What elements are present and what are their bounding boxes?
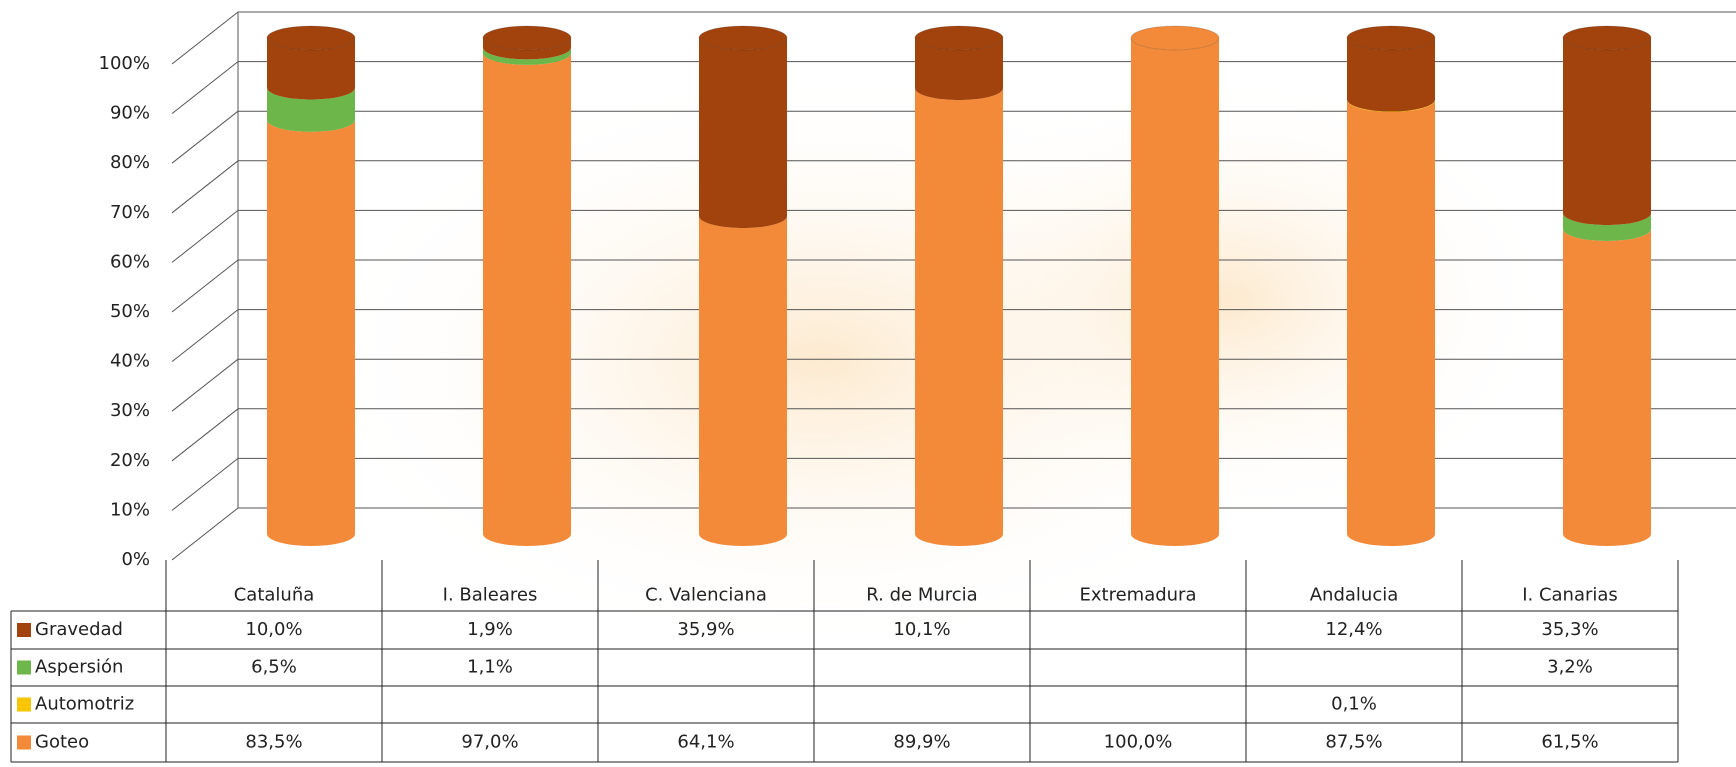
cylinder-segment <box>267 38 355 100</box>
data-label: 0,1% <box>1331 694 1377 715</box>
data-label: 12,4% <box>1325 619 1382 640</box>
y-tick-label: 0% <box>121 549 150 570</box>
grid-line <box>171 358 239 412</box>
cylinder-segment <box>483 52 571 546</box>
y-tick-label: 10% <box>110 499 150 520</box>
x-tick-label: Cataluña <box>234 585 315 606</box>
x-tick-label: C. Valenciana <box>645 585 767 606</box>
grid-line <box>171 61 239 114</box>
x-tick-label: Extremadura <box>1080 585 1197 606</box>
cylinder-cap <box>914 25 1004 51</box>
grid-line <box>171 160 239 214</box>
data-label: 100,0% <box>1104 732 1173 753</box>
cylinder-segment <box>483 47 571 65</box>
grid-line <box>171 110 239 164</box>
cylinder-segment <box>267 87 355 132</box>
legend-label: Gravedad <box>35 619 123 640</box>
y-tick-label: 50% <box>110 301 150 322</box>
cylinder-segment <box>1347 100 1435 546</box>
y-tick-label: 40% <box>110 351 150 372</box>
data-label: 83,5% <box>245 732 302 753</box>
cylinder-cap <box>1346 25 1436 51</box>
y-tick-label: 60% <box>110 251 150 272</box>
data-label: 61,5% <box>1541 732 1598 753</box>
data-label: 87,5% <box>1325 732 1382 753</box>
y-tick-label: 70% <box>110 202 150 223</box>
data-label: 1,1% <box>467 657 513 678</box>
legend-label: Goteo <box>35 732 89 753</box>
grid-line <box>171 210 239 263</box>
cylinder-segment <box>699 216 787 546</box>
data-label: 3,2% <box>1547 657 1593 678</box>
y-tick-label: 90% <box>110 103 150 124</box>
data-label: 89,9% <box>893 732 950 753</box>
cylinder-segment <box>1131 38 1219 546</box>
data-label: 10,1% <box>893 619 950 640</box>
grid-line <box>171 259 239 313</box>
cylinder-segment <box>915 88 1004 546</box>
cylinder-segment <box>483 38 571 60</box>
cylinder-segment <box>1563 228 1651 546</box>
data-label: 35,3% <box>1541 619 1598 640</box>
legend-swatch <box>17 697 31 712</box>
data-label: 1,9% <box>467 619 513 640</box>
legend-label: Automotriz <box>35 694 134 715</box>
data-label: 6,5% <box>251 657 297 678</box>
grid-line <box>171 458 239 511</box>
cylinder-cap <box>482 25 572 51</box>
y-tick-label: 100% <box>99 53 150 74</box>
data-label: 35,9% <box>677 619 734 640</box>
legend-swatch <box>17 735 31 750</box>
y-tick-label: 20% <box>110 450 150 471</box>
cylinder-segment <box>915 38 1003 101</box>
y-tick-label: 30% <box>110 400 150 421</box>
grid-line <box>171 309 239 362</box>
data-label: 97,0% <box>461 732 518 753</box>
legend-swatch <box>17 660 31 675</box>
grid-line <box>171 11 239 65</box>
y-tick-label: 80% <box>110 152 150 173</box>
x-tick-label: R. de Murcia <box>866 585 977 606</box>
legend-swatch <box>17 623 31 637</box>
cylinder-cap <box>1130 25 1220 51</box>
data-label: 10,0% <box>245 619 302 640</box>
cylinder-segment <box>699 38 787 229</box>
cylinder-segment <box>267 119 355 546</box>
cylinder-segment <box>1563 213 1651 241</box>
cylinder-cap <box>266 25 356 51</box>
cylinder-cap <box>1562 25 1652 51</box>
cylinder-segment <box>1347 38 1435 112</box>
cylinder-cap <box>698 25 788 51</box>
grid-line <box>171 507 239 561</box>
x-tick-label: I. Canarias <box>1522 585 1618 606</box>
cylinder-segment <box>1563 38 1651 226</box>
legend-label: Aspersión <box>35 657 123 678</box>
data-label: 64,1% <box>677 732 734 753</box>
grid-line <box>171 408 239 462</box>
x-tick-label: I. Baleares <box>443 585 538 606</box>
x-tick-label: Andalucia <box>1310 585 1399 606</box>
